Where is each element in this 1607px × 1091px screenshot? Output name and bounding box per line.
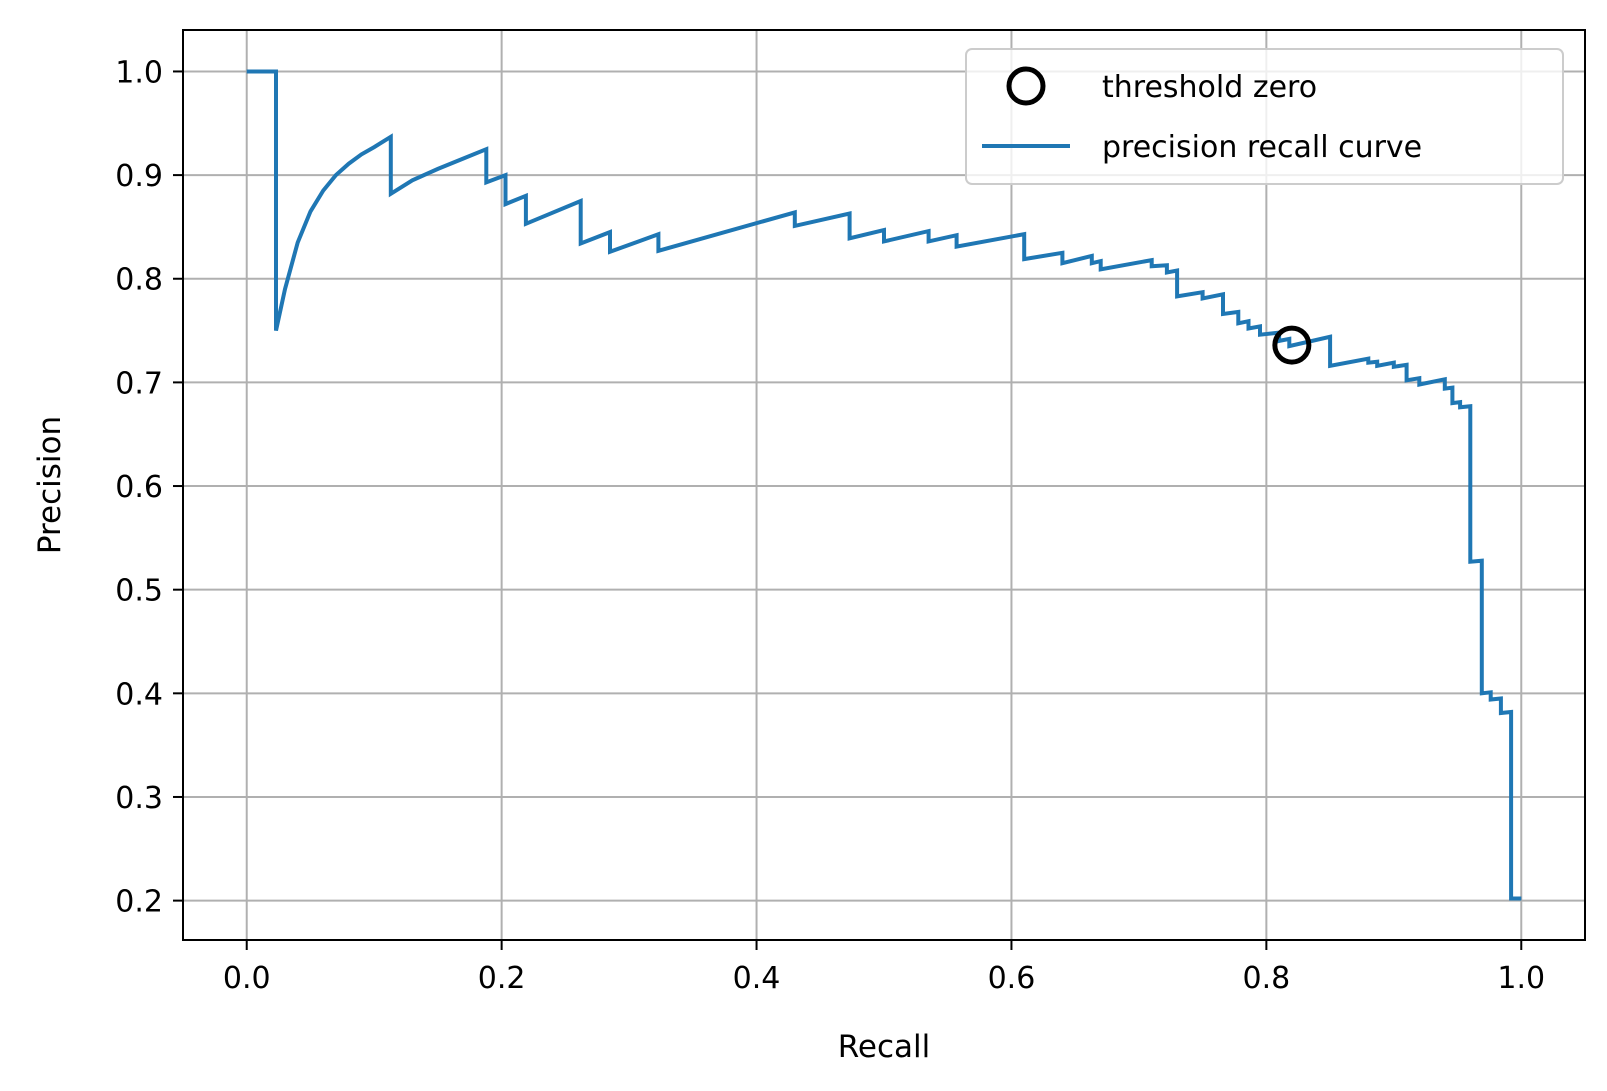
legend-box	[965, 48, 1564, 185]
axes-frame	[182, 29, 1586, 941]
x-tick-label: 0.8	[1243, 961, 1291, 996]
x-tick-label: 0.6	[988, 961, 1036, 996]
legend: threshold zero precision recall curve	[965, 48, 1564, 185]
x-tick-label: 0.0	[223, 961, 271, 996]
x-tick-label: 1.0	[1497, 961, 1545, 996]
grid	[183, 30, 1585, 940]
y-tick-label: 0.5	[115, 574, 163, 609]
y-tick-label: 1.0	[115, 55, 163, 90]
y-tick-label: 0.2	[115, 885, 163, 920]
y-tick-label: 0.8	[115, 263, 163, 298]
x-tick-label: 0.4	[733, 961, 781, 996]
legend-label-threshold-zero: threshold zero	[1102, 70, 1317, 105]
y-tick-label: 0.3	[115, 781, 163, 816]
axis-ticks: 0.0 0.2 0.4 0.6 0.8 1.0 0.2 0.3 0.4 0.5 0.6 0.7 0.8 0…	[115, 55, 1545, 996]
y-axis-label: Precision	[32, 416, 68, 554]
x-tick-label: 0.2	[478, 961, 526, 996]
y-tick-label: 0.4	[115, 677, 163, 712]
y-tick-label: 0.9	[115, 159, 163, 194]
y-tick-label: 0.7	[115, 366, 163, 401]
legend-label-precision-recall-curve: precision recall curve	[1102, 130, 1422, 165]
y-tick-label: 0.6	[115, 470, 163, 505]
x-axis-label: Recall	[838, 1029, 931, 1065]
legend-marker-threshold-zero	[1006, 66, 1046, 106]
plot-area	[246, 69, 1522, 901]
precision-recall-curve-line	[246, 69, 1522, 901]
threshold-zero-marker	[1272, 325, 1312, 365]
